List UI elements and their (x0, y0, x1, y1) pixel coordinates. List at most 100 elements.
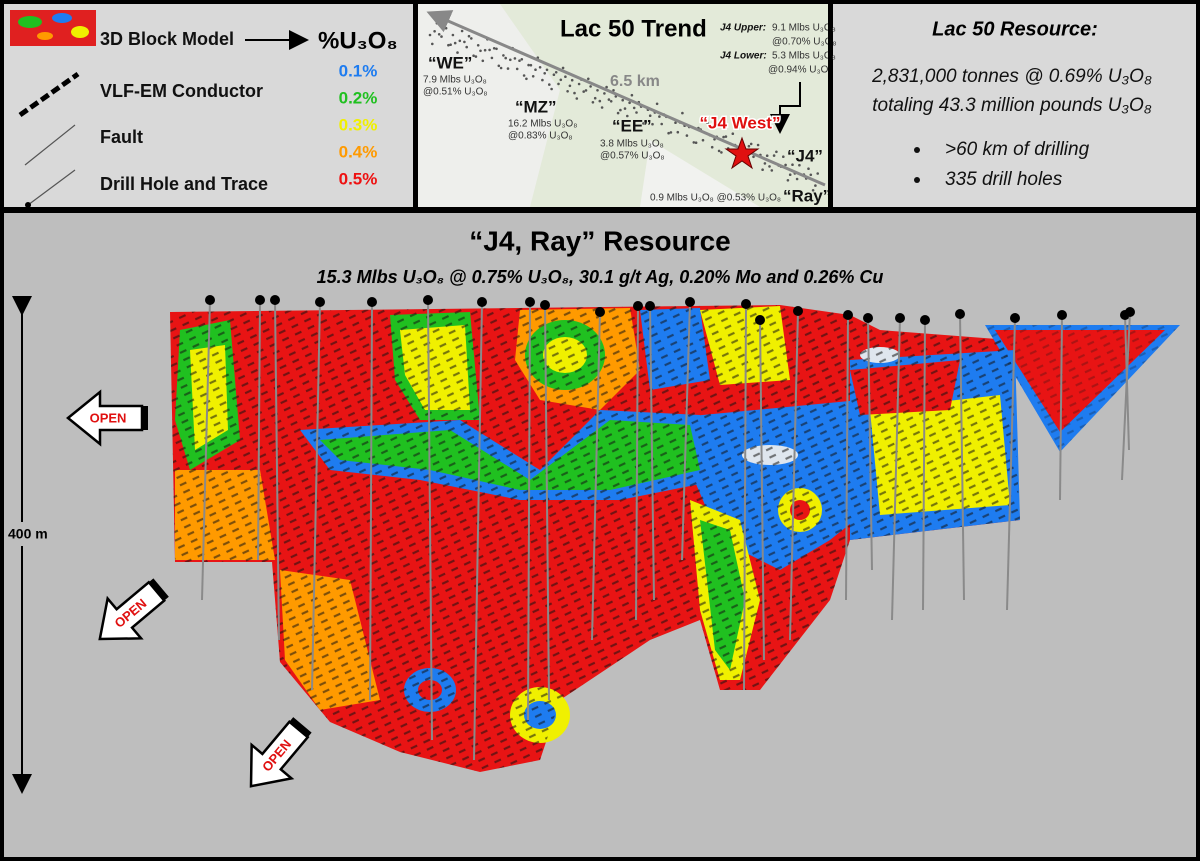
drill-collar (772, 154, 776, 157)
legend-shape (52, 13, 72, 23)
map-distance: 6.5 km (610, 73, 660, 90)
drill-collar (651, 122, 654, 126)
zone-name: “WE” (428, 53, 472, 72)
drill-collar (470, 37, 473, 40)
drill-collar (587, 77, 590, 81)
drill-trace (649, 305, 655, 601)
drill-collar (566, 90, 569, 93)
drill-collar (467, 34, 471, 38)
drill-collar (724, 135, 728, 138)
drill-collar (492, 47, 496, 50)
drill-collar (644, 120, 647, 123)
legend-header: %U₃O₈ (318, 27, 398, 54)
resource-bullet: >60 km of drilling (945, 139, 1090, 160)
drill-trace (845, 314, 849, 601)
drill-collar (793, 306, 803, 316)
section-subtitle: 15.3 Mlbs U₃O₈ @ 0.75% U₃O₈, 30.1 g/t Ag… (317, 267, 884, 287)
resource-text: 2,831,000 tonnes @ 0.69% U₃O₈ (871, 66, 1152, 87)
drill-collar (463, 40, 466, 44)
section-title: “J4, Ray” Resource (469, 225, 730, 256)
drill-collar (658, 115, 661, 118)
drill-collar (609, 100, 613, 103)
grade-label: 0.1% (339, 61, 378, 80)
trend-map-shape (426, 10, 826, 187)
drill-collar (630, 93, 634, 97)
drill-collar (476, 44, 480, 47)
drill-collar (605, 85, 608, 89)
open-arrow: OPEN (98, 578, 169, 641)
drill-collar (591, 101, 595, 104)
drill-collar (626, 114, 629, 118)
drill-trace (743, 303, 747, 691)
zone-label: J4 Lower: (720, 51, 767, 62)
drill-collar (255, 295, 265, 305)
open-arrow-shape (289, 717, 312, 738)
drill-collar (595, 307, 605, 317)
drill-collar (814, 184, 817, 187)
drill-collar (205, 295, 215, 305)
drill-collar (554, 71, 558, 74)
drill-collar (509, 58, 512, 62)
drill-collar (710, 145, 714, 149)
drill-trace (257, 299, 261, 561)
drill-collar (784, 163, 787, 167)
drill-collar (568, 84, 572, 88)
drill-collar (788, 173, 792, 176)
drill-trace (635, 305, 639, 621)
drill-trace (527, 301, 531, 721)
drill-collar (685, 297, 695, 307)
drill-collar (545, 68, 549, 72)
drill-collar (589, 85, 592, 88)
drill-collar (453, 41, 457, 45)
drill-collar (548, 83, 551, 86)
drill-collar (559, 78, 563, 82)
drill-collar (621, 98, 624, 102)
drill-collar (499, 66, 503, 70)
drill-collar (550, 87, 553, 91)
drill-collar (488, 48, 491, 52)
zone-text: @0.57% U₃O₈ (600, 151, 665, 162)
map-title: Lac 50 Trend (560, 15, 707, 42)
drill-collar (593, 96, 597, 100)
drill-collar (490, 56, 494, 60)
drill-collar (660, 122, 663, 126)
drill-collar (367, 297, 377, 307)
drill-collar (584, 89, 588, 92)
drill-collar (800, 158, 803, 162)
drill-collar (755, 315, 765, 325)
drill-collar (504, 56, 508, 60)
drill-collar (527, 63, 530, 67)
drill-trace (681, 301, 691, 561)
drill-collar (807, 167, 810, 170)
drill-trace (922, 319, 926, 611)
drill-collar (843, 310, 853, 320)
drill-collar (674, 121, 677, 124)
drill-trace (759, 319, 765, 661)
drill-collar (437, 33, 441, 36)
legend-shape: 0.1% 0.2% 0.3% 0.4% 0.5% (339, 61, 378, 188)
drill-collar (435, 21, 439, 25)
drill-collar (669, 131, 673, 134)
legend-label: Fault (100, 127, 143, 147)
drill-collar (444, 26, 448, 30)
drill-collar (495, 47, 498, 51)
drill-collar (428, 33, 432, 37)
drill-collar (655, 102, 659, 106)
drill-collar (722, 135, 725, 139)
trend-map-shape (640, 140, 760, 207)
drill-collar (531, 75, 535, 78)
drill-collar (741, 299, 751, 309)
legend-label: 3D Block Model (100, 29, 234, 49)
drill-collar (612, 89, 615, 92)
zone-text: @0.83% U₃O₈ (508, 131, 573, 142)
zone-text: @0.51% U₃O₈ (423, 87, 488, 98)
drill-trace (591, 311, 601, 641)
legend-shape (27, 169, 76, 206)
drill-trace (891, 317, 901, 621)
legend: 3D Block Model %U₃O₈ VLF-EM Conductor Fa… (10, 10, 398, 208)
drill-collar (676, 130, 680, 134)
drill-trace (1059, 314, 1063, 501)
drill-collar (616, 111, 620, 115)
